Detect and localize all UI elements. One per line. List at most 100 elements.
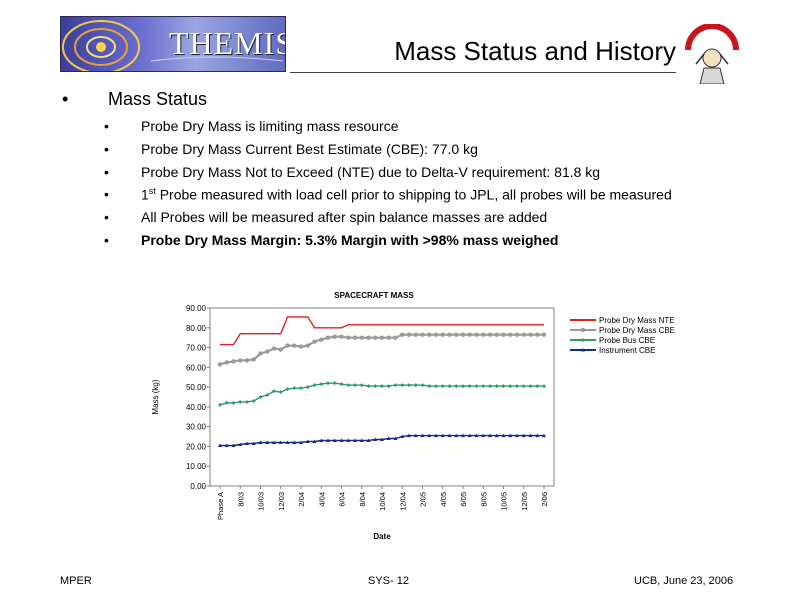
data-point [379, 335, 385, 340]
y-tick-label: 90.00 [186, 304, 207, 313]
data-point [447, 332, 452, 337]
data-point [514, 332, 520, 337]
data-point [535, 384, 540, 389]
data-point [319, 382, 324, 387]
data-point [265, 440, 270, 444]
x-tick-label: 8/04 [358, 492, 367, 507]
data-point [278, 440, 283, 444]
slide-title: Mass Status and History [394, 36, 676, 66]
data-point [488, 433, 492, 438]
data-point [461, 433, 465, 438]
data-point [515, 384, 519, 389]
data-point [580, 327, 586, 333]
data-point [447, 384, 452, 389]
data-point [494, 384, 499, 389]
data-point [474, 384, 479, 389]
data-point [406, 332, 412, 337]
data-point [542, 433, 546, 438]
data-point [542, 384, 546, 389]
data-point [292, 386, 297, 391]
data-point [265, 349, 270, 354]
data-point [461, 384, 465, 389]
data-point [271, 346, 277, 351]
data-point [231, 400, 236, 405]
x-tick-label: 12/04 [398, 492, 407, 511]
data-point [427, 433, 432, 438]
x-tick-label: 12/03 [277, 492, 286, 511]
ordinal-suffix: st [148, 186, 156, 196]
title-divider [290, 72, 676, 73]
data-point [366, 335, 371, 340]
data-point [238, 442, 243, 446]
data-point [380, 437, 384, 442]
themis-mascot-icon [685, 24, 739, 84]
data-point [393, 383, 398, 388]
data-point [393, 436, 398, 441]
data-point [501, 433, 506, 438]
data-point [474, 433, 479, 438]
data-point [319, 438, 324, 443]
x-tick-label: 2/06 [540, 492, 549, 507]
data-point [218, 443, 222, 447]
data-point [434, 384, 438, 389]
bullet-dot: • [104, 232, 109, 248]
data-point [245, 399, 249, 404]
data-point [359, 335, 364, 340]
data-point [427, 384, 432, 389]
data-point [407, 433, 411, 438]
data-point [386, 436, 391, 441]
data-point [481, 332, 486, 337]
y-tick-label: 70.00 [186, 344, 207, 353]
data-point [346, 438, 351, 443]
y-tick-label: 50.00 [186, 383, 207, 392]
data-point [454, 384, 459, 389]
data-point [508, 433, 513, 438]
data-point [400, 383, 405, 388]
data-point [332, 381, 337, 386]
data-point [251, 441, 256, 445]
data-point [440, 433, 445, 438]
data-point [420, 332, 425, 337]
data-point [244, 358, 250, 363]
data-point [501, 384, 506, 389]
data-point [359, 438, 364, 443]
data-point [224, 400, 229, 405]
data-point [218, 402, 222, 407]
data-point [373, 384, 378, 389]
data-point [258, 351, 263, 356]
data-point [474, 332, 479, 337]
x-tick-label: 6/05 [459, 492, 468, 507]
bullet-dot: • [104, 118, 109, 134]
data-point [380, 384, 384, 389]
data-point [386, 335, 391, 340]
data-point [400, 332, 405, 337]
data-point [332, 438, 337, 443]
x-tick-label: 4/04 [317, 492, 326, 507]
bullet-dot: • [104, 164, 109, 180]
data-point [373, 437, 378, 442]
data-point [231, 359, 236, 364]
legend-label: Instrument CBE [599, 346, 655, 355]
data-point [353, 383, 357, 388]
sub-bullet-rest: Probe measured with load cell prior to s… [155, 186, 672, 203]
legend-label: Probe Dry Mass NTE [599, 316, 675, 325]
data-point [272, 389, 276, 394]
data-point [454, 433, 459, 438]
x-tick-label: 10/05 [500, 492, 509, 511]
data-point [494, 433, 499, 438]
data-point [346, 383, 351, 388]
plot-area [209, 307, 555, 487]
data-point [305, 439, 310, 443]
x-tick-label: 8/03 [236, 492, 245, 507]
data-point [420, 433, 425, 438]
data-point [407, 383, 411, 388]
x-axis-label: Date [373, 532, 391, 541]
data-point [393, 335, 398, 340]
y-axis-label: Mass (kg) [151, 379, 160, 414]
bullet-dot: • [104, 141, 109, 157]
data-point [353, 438, 357, 443]
data-point [238, 358, 243, 363]
x-tick-label: 2/05 [419, 492, 428, 507]
y-tick-label: 0.00 [190, 482, 206, 491]
data-point [366, 384, 371, 389]
